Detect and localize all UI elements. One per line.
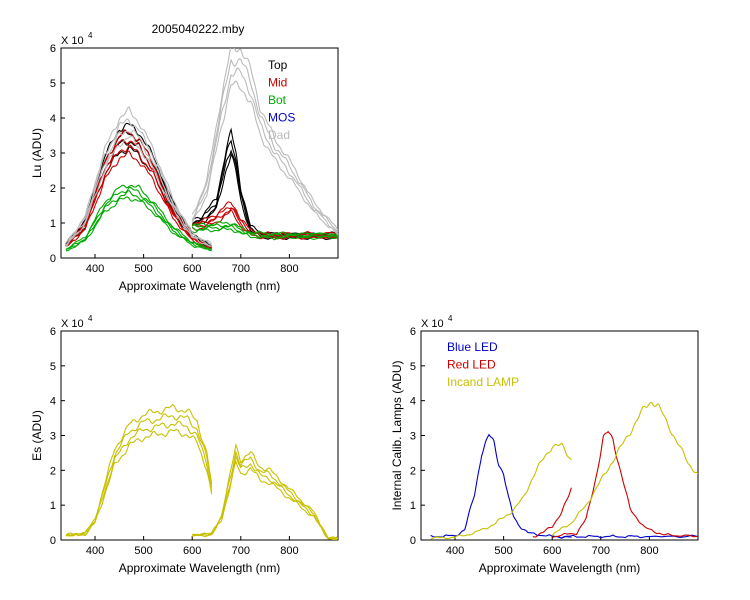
x-axis-label: Approximate Wavelength (nm) bbox=[119, 279, 281, 293]
x-tick-label: 700 bbox=[592, 545, 610, 557]
series-line-top-red bbox=[191, 152, 338, 241]
series-line-es-red bbox=[191, 454, 338, 540]
y-multiplier-exponent: 4 bbox=[88, 31, 93, 40]
series-line-mid-red bbox=[191, 209, 338, 241]
x-tick-label: 500 bbox=[134, 545, 152, 557]
series-line-es-blue bbox=[65, 403, 213, 536]
y-tick-label: 1 bbox=[50, 500, 56, 512]
y-tick-label: 3 bbox=[410, 431, 416, 443]
y-tick-label: 0 bbox=[50, 535, 56, 547]
series-line-blue-led-blue bbox=[430, 433, 572, 539]
series-line-bot-blue bbox=[65, 184, 212, 251]
x-axis-label: Approximate Wavelength (nm) bbox=[119, 561, 281, 575]
series-line-es-blue bbox=[65, 428, 213, 537]
legend: Blue LED Red LED Incand LAMP bbox=[447, 340, 519, 389]
y-tick-label: 3 bbox=[50, 148, 56, 160]
series-line-bot-red bbox=[191, 224, 338, 239]
y-axis-label: Lu (ADU) bbox=[30, 128, 44, 178]
x-tick-label: 600 bbox=[183, 545, 201, 557]
y-tick-label: 1 bbox=[410, 500, 416, 512]
y-multiplier: X 10 bbox=[61, 318, 84, 330]
x-tick-label: 800 bbox=[280, 263, 298, 275]
y-multiplier: X 10 bbox=[61, 35, 84, 47]
series-line-dad-blue bbox=[65, 118, 212, 246]
x-axis-label: Approximate Wavelength (nm) bbox=[479, 561, 641, 575]
series-line-dad-blue bbox=[65, 106, 213, 245]
y-tick-label: 2 bbox=[50, 183, 56, 195]
y-tick-label: 4 bbox=[50, 113, 56, 125]
legend-entry-blue-led: Blue LED bbox=[447, 340, 498, 354]
legend: Top Mid Bot MOS Dad bbox=[268, 58, 295, 142]
y-tick-label: 2 bbox=[50, 465, 56, 477]
legend-entry-mos: MOS bbox=[268, 111, 295, 125]
series-line-red-led-blue bbox=[532, 487, 572, 538]
x-tick-label: 800 bbox=[640, 545, 658, 557]
x-tick-label: 800 bbox=[280, 545, 298, 557]
x-tick-label: 400 bbox=[86, 545, 104, 557]
series-group bbox=[430, 401, 698, 540]
y-tick-label: 6 bbox=[410, 326, 416, 338]
series-line-mid-blue bbox=[65, 150, 212, 250]
series-line-dad-red bbox=[191, 80, 338, 236]
series-line-dad-red bbox=[191, 48, 338, 231]
x-tick-label: 600 bbox=[183, 263, 201, 275]
chart-cal: 0 1 2 3 4 5 6 400 500 600 700 800 X 10 4 Approximate W… bbox=[390, 314, 699, 575]
x-tick-label: 700 bbox=[232, 263, 250, 275]
chart-es: 0 1 2 3 4 5 6 400 500 600 700 800 X 10 4 Approximate W… bbox=[30, 314, 339, 575]
x-tick-label: 400 bbox=[86, 263, 104, 275]
series-line-red-led-red bbox=[552, 430, 698, 539]
series-line-mid-blue bbox=[65, 144, 212, 250]
legend-entry-top: Top bbox=[268, 58, 288, 72]
y-tick-label: 6 bbox=[50, 43, 56, 55]
plot-frame bbox=[60, 330, 339, 541]
y-tick-label: 1 bbox=[50, 218, 56, 230]
legend-entry-red-led: Red LED bbox=[447, 358, 496, 372]
series-line-dad-blue bbox=[65, 129, 212, 248]
y-tick-label: 5 bbox=[50, 78, 56, 90]
y-axis-label: Internal Calib. Lamps (ADU) bbox=[390, 360, 404, 510]
y-tick-label: 0 bbox=[410, 535, 416, 547]
chart-lu: 0 1 2 3 4 5 6 400 500 600 700 800 X 10 4 Approximate W… bbox=[30, 31, 339, 293]
series-line-es-red bbox=[192, 450, 338, 540]
legend-entry-mid: Mid bbox=[268, 76, 287, 90]
y-tick-label: 5 bbox=[50, 361, 56, 373]
series-line-blue-led-red bbox=[552, 534, 698, 539]
series-line-es-red bbox=[192, 442, 338, 540]
y-tick-label: 4 bbox=[50, 396, 56, 408]
y-multiplier-exponent: 4 bbox=[448, 314, 453, 323]
x-tick-label: 500 bbox=[494, 545, 512, 557]
series-group bbox=[65, 403, 338, 540]
series-line-bot-blue bbox=[65, 196, 212, 252]
series-line-dad-red bbox=[191, 67, 338, 234]
y-tick-label: 4 bbox=[410, 396, 416, 408]
series-group bbox=[65, 48, 338, 252]
figure-title: 2005040222.mby bbox=[152, 22, 245, 36]
x-tick-label: 600 bbox=[543, 545, 561, 557]
y-tick-label: 3 bbox=[50, 431, 56, 443]
y-multiplier-exponent: 4 bbox=[88, 314, 93, 323]
series-line-dad-blue bbox=[65, 135, 212, 248]
x-tick-label: 700 bbox=[232, 545, 250, 557]
series-line-top-red bbox=[191, 139, 338, 238]
y-tick-label: 6 bbox=[50, 326, 56, 338]
series-line-bot-red bbox=[191, 223, 338, 238]
x-tick-label: 500 bbox=[134, 263, 152, 275]
series-line-es-red bbox=[192, 459, 338, 540]
y-axis-label: Es (ADU) bbox=[30, 410, 44, 461]
series-line-top-red bbox=[192, 127, 338, 236]
legend-entry-bot: Bot bbox=[268, 93, 287, 107]
legend-entry-incand-lamp: Incand LAMP bbox=[447, 375, 519, 389]
y-tick-label: 5 bbox=[410, 361, 416, 373]
legend-entry-dad: Dad bbox=[268, 128, 290, 142]
y-tick-label: 0 bbox=[50, 253, 56, 265]
y-multiplier: X 10 bbox=[421, 318, 444, 330]
y-tick-label: 2 bbox=[410, 465, 416, 477]
series-line-incand-lamp-blue bbox=[430, 442, 572, 540]
series-line-bot-red bbox=[191, 227, 338, 241]
x-tick-label: 400 bbox=[446, 545, 464, 557]
series-line-dad-red bbox=[191, 58, 338, 233]
series-line-incand-lamp-red bbox=[551, 401, 698, 537]
